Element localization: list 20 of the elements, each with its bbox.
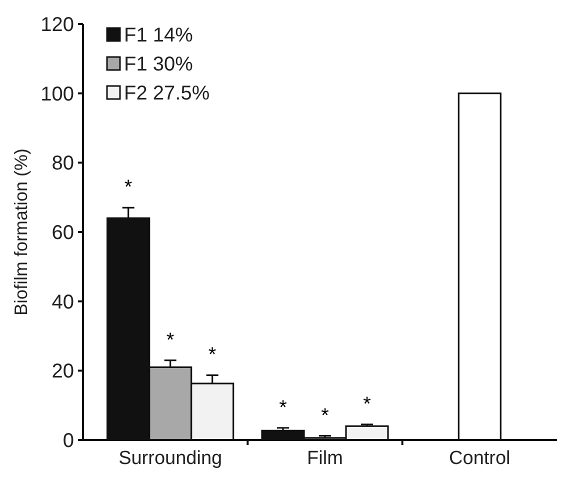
- x-tick-label: Surrounding: [118, 448, 222, 469]
- y-tick-label: 100: [40, 83, 74, 106]
- y-axis-title: Biofilm formation (%): [11, 148, 31, 316]
- legend-label: F1 14%: [124, 24, 194, 46]
- data-label: *: [166, 329, 174, 352]
- data-label: *: [208, 344, 216, 366]
- legend-label: F1 30%: [124, 54, 194, 76]
- y-tick-label: 120: [40, 14, 74, 36]
- data-label: *: [363, 393, 372, 416]
- legend-label: F2 27.5%: [124, 82, 210, 104]
- y-tick-label: 20: [52, 360, 74, 383]
- y-tick-label: 60: [52, 222, 74, 244]
- x-tick-label: Control: [449, 448, 510, 469]
- y-tick-label: 80: [52, 152, 74, 175]
- x-tick-label: Film: [307, 448, 343, 469]
- data-label: *: [321, 404, 330, 427]
- y-tick-label: 0: [62, 430, 74, 452]
- data-label: *: [124, 176, 132, 199]
- data-label: *: [279, 396, 288, 419]
- y-tick-label: 40: [52, 291, 74, 314]
